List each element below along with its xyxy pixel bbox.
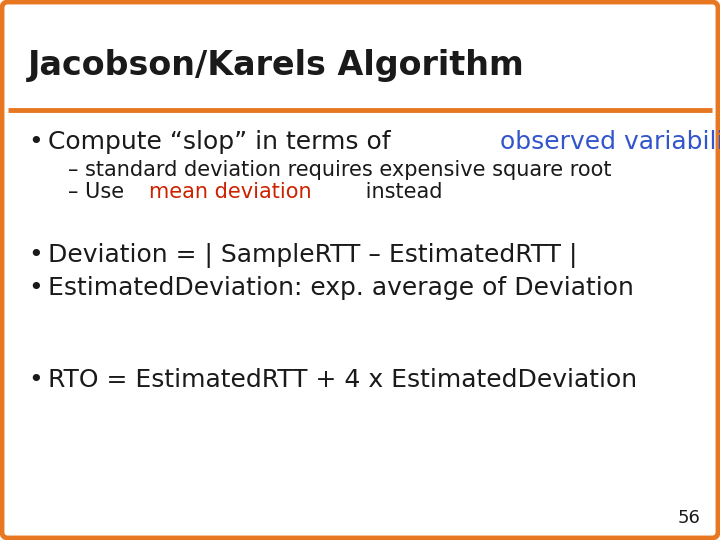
- Text: Compute “slop” in terms of: Compute “slop” in terms of: [48, 130, 399, 154]
- Text: Jacobson/Karels Algorithm: Jacobson/Karels Algorithm: [28, 49, 525, 82]
- Text: Deviation = | SampleRTT – EstimatedRTT |: Deviation = | SampleRTT – EstimatedRTT |: [48, 242, 577, 267]
- Text: •: •: [28, 243, 42, 267]
- Text: mean deviation: mean deviation: [149, 182, 312, 202]
- Text: instead: instead: [359, 182, 442, 202]
- Text: •: •: [28, 276, 42, 300]
- Text: – Use: – Use: [68, 182, 131, 202]
- Text: – standard deviation requires expensive square root: – standard deviation requires expensive …: [68, 160, 611, 180]
- Text: EstimatedDeviation: exp. average of Deviation: EstimatedDeviation: exp. average of Devi…: [48, 276, 634, 300]
- Text: 56: 56: [677, 509, 700, 527]
- Text: observed variability: observed variability: [500, 130, 720, 154]
- Text: RTO = EstimatedRTT + 4 x EstimatedDeviation: RTO = EstimatedRTT + 4 x EstimatedDeviat…: [48, 368, 637, 392]
- Text: •: •: [28, 130, 42, 154]
- Text: •: •: [28, 368, 42, 392]
